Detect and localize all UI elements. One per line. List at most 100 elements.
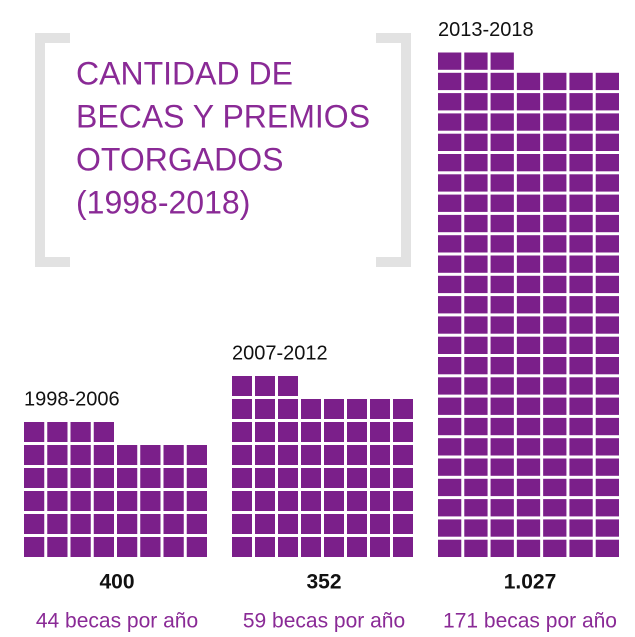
- square: [255, 491, 275, 511]
- square: [370, 514, 390, 534]
- square: [301, 491, 321, 511]
- square: [438, 72, 462, 91]
- square: [516, 417, 541, 436]
- chart-title: OTORGADOS: [76, 141, 283, 177]
- square: [47, 491, 68, 511]
- square: [516, 397, 541, 415]
- square: [278, 537, 298, 557]
- square: [393, 491, 413, 511]
- square: [595, 133, 619, 151]
- square: [516, 458, 541, 476]
- square: [186, 514, 207, 534]
- square: [324, 445, 344, 465]
- square: [543, 194, 567, 212]
- square: [569, 519, 593, 537]
- square: [569, 458, 593, 476]
- chart-title: (1998-2018): [76, 184, 250, 220]
- square: [278, 376, 298, 396]
- square: [490, 438, 514, 456]
- square: [595, 438, 619, 456]
- square: [543, 478, 567, 497]
- square: [47, 514, 68, 534]
- square: [370, 537, 390, 557]
- square: [117, 468, 138, 488]
- square: [278, 468, 298, 488]
- square: [324, 491, 344, 511]
- square: [324, 514, 344, 534]
- square: [393, 468, 413, 488]
- square: [438, 93, 462, 111]
- square: [117, 514, 138, 534]
- square: [516, 255, 541, 273]
- square: [595, 154, 619, 172]
- square: [516, 316, 541, 334]
- square: [516, 133, 541, 151]
- square: [163, 491, 184, 511]
- square: [569, 113, 593, 131]
- square: [232, 514, 252, 534]
- per-year-label: 171 becas por año: [443, 610, 617, 633]
- square: [543, 539, 567, 557]
- square: [569, 154, 593, 172]
- square: [464, 397, 488, 415]
- square: [490, 336, 514, 354]
- square: [490, 539, 514, 557]
- square: [347, 537, 367, 557]
- square: [232, 491, 252, 511]
- square: [438, 478, 462, 497]
- square: [543, 397, 567, 415]
- square: [516, 296, 541, 314]
- square: [393, 537, 413, 557]
- square: [163, 445, 184, 465]
- square: [255, 376, 275, 396]
- square: [569, 214, 593, 233]
- square: [543, 519, 567, 537]
- per-year-label: 59 becas por año: [243, 610, 405, 633]
- square: [543, 357, 567, 375]
- square: [438, 377, 462, 395]
- square: [232, 537, 252, 557]
- square: [543, 336, 567, 354]
- square: [543, 72, 567, 91]
- square: [490, 133, 514, 151]
- square: [490, 72, 514, 91]
- square: [464, 336, 488, 354]
- square: [516, 438, 541, 456]
- square: [464, 316, 488, 334]
- square: [595, 478, 619, 497]
- square: [569, 357, 593, 375]
- square: [516, 235, 541, 253]
- square: [543, 296, 567, 314]
- square: [301, 399, 321, 419]
- square: [438, 174, 462, 192]
- square: [438, 499, 462, 517]
- square: [595, 377, 619, 395]
- square: [490, 113, 514, 131]
- square: [490, 417, 514, 436]
- square: [163, 537, 184, 557]
- square: [543, 458, 567, 476]
- square: [595, 316, 619, 334]
- square: [516, 519, 541, 537]
- square: [163, 468, 184, 488]
- square: [490, 174, 514, 192]
- square: [438, 357, 462, 375]
- square: [232, 445, 252, 465]
- square: [347, 399, 367, 419]
- square: [47, 468, 68, 488]
- square: [393, 445, 413, 465]
- square: [186, 445, 207, 465]
- square: [569, 93, 593, 111]
- square: [464, 113, 488, 131]
- square: [464, 174, 488, 192]
- square: [464, 357, 488, 375]
- square: [464, 296, 488, 314]
- square: [438, 133, 462, 151]
- square: [464, 499, 488, 517]
- square: [438, 539, 462, 557]
- square: [278, 399, 298, 419]
- square: [464, 194, 488, 212]
- square: [516, 174, 541, 192]
- square: [595, 275, 619, 294]
- square: [255, 514, 275, 534]
